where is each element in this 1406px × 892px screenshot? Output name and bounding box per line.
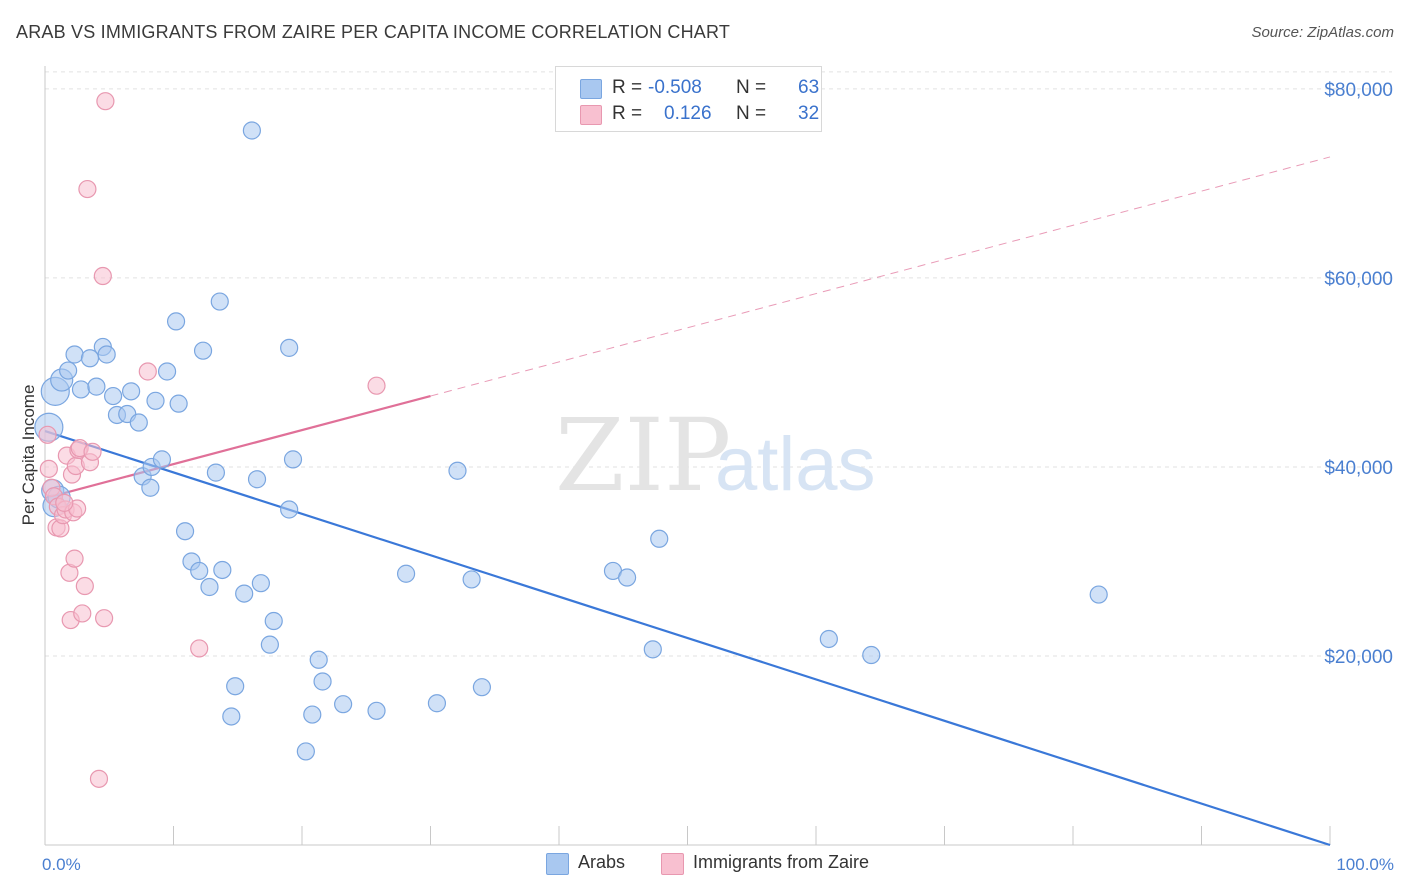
point-arabs [260, 635, 279, 654]
chart-title: ARAB VS IMMIGRANTS FROM ZAIRE PER CAPITA… [16, 22, 731, 42]
bottom-legend-swatch-zaire [661, 853, 684, 875]
point-arabs [251, 574, 270, 593]
point-arabs [247, 470, 267, 489]
point-arabs [175, 522, 195, 541]
legend-n-value-arabs: 63 [798, 77, 820, 98]
point-arabs [396, 564, 416, 583]
point-zaire [65, 549, 84, 568]
point-arabs [264, 611, 283, 631]
point-arabs [283, 450, 303, 469]
point-arabs [210, 292, 229, 311]
axes: $20,000 $40,000 $60,000 $80,000 0.0% 100.0% [42, 66, 1394, 874]
point-arabs [313, 672, 332, 691]
point-zaire [73, 604, 92, 623]
point-zaire [96, 92, 115, 111]
point-arabs [97, 345, 116, 364]
watermark-atlas: atlas [715, 422, 876, 507]
point-arabs [222, 707, 241, 726]
point-arabs [190, 561, 209, 581]
point-arabs [334, 695, 353, 714]
y-tick-label: $40,000 [1324, 458, 1393, 479]
point-arabs [309, 650, 328, 669]
point-zaire [95, 609, 114, 628]
point-arabs [166, 312, 186, 331]
bottom-legend-label-arabs: Arabs [578, 852, 626, 872]
legend-n-label: N = [736, 103, 767, 124]
legend-swatch-zaire [580, 105, 602, 125]
point-arabs [121, 382, 141, 401]
point-arabs [242, 121, 261, 140]
bottom-legend-swatch-arabs [546, 853, 569, 875]
point-arabs [59, 361, 78, 380]
point-arabs [235, 584, 254, 603]
trend-line-zaire [44, 395, 431, 500]
point-arabs [157, 362, 177, 381]
point-zaire [367, 376, 386, 395]
point-zaire [138, 362, 157, 381]
point-zaire [39, 459, 58, 478]
x-tick-label-start: 0.0% [42, 855, 81, 874]
trend-extension-zaire [430, 156, 1331, 397]
legend-r-value-zaire: 0.126 [664, 103, 712, 124]
point-arabs [200, 577, 219, 597]
point-zaire [93, 266, 112, 286]
point-arabs [303, 705, 322, 724]
legend-r-label: R = [612, 77, 643, 98]
point-arabs [146, 391, 165, 410]
point-arabs [71, 380, 91, 399]
point-arabs [280, 500, 299, 519]
y-tick-label: $20,000 [1324, 647, 1393, 668]
trend-line-arabs [44, 429, 1331, 847]
point-arabs [650, 529, 669, 548]
point-arabs [462, 570, 481, 589]
point-zaire [89, 769, 109, 788]
point-arabs [213, 560, 232, 580]
source-label: Source: ZipAtlas.com [1251, 24, 1394, 41]
point-arabs [152, 450, 172, 469]
legend-n-value-zaire: 32 [798, 103, 820, 124]
y-axis-label: Per Capita Income [19, 385, 38, 526]
point-zaire [83, 442, 102, 461]
point-arabs [87, 377, 106, 396]
point-arabs [367, 701, 386, 720]
point-arabs [427, 694, 447, 713]
point-arabs [448, 461, 467, 480]
point-arabs [472, 678, 491, 697]
y-tick-label: $60,000 [1324, 269, 1393, 290]
point-arabs [862, 645, 881, 665]
point-zaire [190, 639, 209, 658]
trend-lines [44, 156, 1331, 847]
point-arabs [169, 394, 188, 413]
data-points [34, 92, 1108, 788]
legend-r-label: R = [612, 103, 643, 124]
point-arabs [129, 413, 148, 432]
watermark-zip: ZIP [555, 397, 731, 514]
legend-swatch-arabs [580, 79, 602, 99]
point-arabs [1089, 585, 1108, 604]
bottom-legend-label-zaire: Immigrants from Zaire [693, 852, 870, 872]
point-arabs [643, 640, 662, 659]
watermark: ZIP atlas [555, 397, 876, 514]
x-tick-label-end: 100.0% [1336, 855, 1394, 874]
legend-n-label: N = [736, 77, 767, 98]
point-arabs [618, 568, 637, 587]
point-arabs [206, 463, 226, 482]
y-tick-label: $80,000 [1324, 80, 1393, 101]
point-zaire [55, 493, 74, 512]
point-zaire [75, 576, 94, 596]
point-arabs [296, 742, 315, 761]
point-arabs [280, 338, 299, 357]
point-arabs [193, 341, 213, 360]
point-arabs [141, 478, 160, 497]
point-arabs [819, 629, 838, 649]
point-arabs [226, 677, 245, 696]
point-zaire [78, 179, 97, 199]
point-zaire [38, 425, 57, 444]
legend: R = -0.508 N = 63 R = 0.126 N = 32 [555, 66, 822, 132]
gridlines [45, 71, 1392, 657]
point-arabs [104, 386, 123, 406]
legend-r-value-arabs: -0.508 [648, 77, 702, 98]
point-arabs [65, 345, 84, 364]
